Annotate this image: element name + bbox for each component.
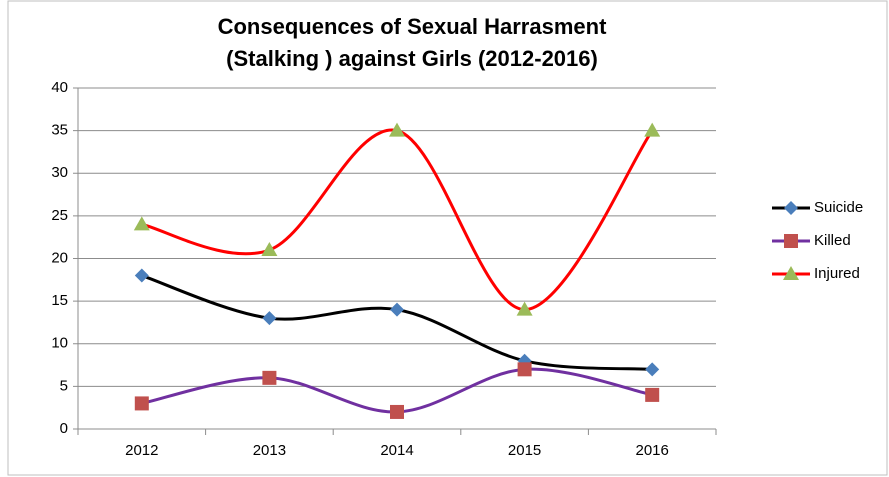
marker: [261, 241, 278, 256]
x-tick-label: 2013: [253, 442, 286, 459]
marker: [390, 404, 404, 419]
y-tick-label: 15: [51, 292, 68, 309]
series-line: [141, 128, 654, 312]
marker: [516, 301, 533, 316]
y-tick-label: 20: [51, 249, 68, 266]
y-tick-label: 35: [51, 122, 68, 139]
marker: [645, 362, 660, 377]
chart-title: Consequences of Sexual Harrasment: [218, 14, 607, 39]
legend-marker: [784, 201, 798, 215]
marker: [134, 268, 149, 283]
x-tick-label: 2015: [508, 442, 541, 459]
marker: [133, 216, 150, 231]
legend-label: Suicide: [814, 199, 863, 216]
marker: [262, 370, 277, 385]
legend-marker: [783, 266, 799, 280]
y-tick-label: 25: [51, 207, 68, 224]
marker: [517, 362, 532, 377]
x-tick-label: 2016: [636, 442, 669, 459]
y-tick-label: 30: [51, 164, 68, 181]
marker: [645, 387, 660, 402]
y-tick-label: 5: [60, 377, 68, 394]
y-tick-label: 0: [60, 420, 68, 437]
x-tick-label: 2014: [380, 442, 413, 459]
x-tick-label: 2012: [125, 442, 158, 459]
y-tick-label: 40: [51, 79, 68, 96]
marker: [644, 122, 661, 137]
legend-marker: [784, 234, 798, 248]
marker: [262, 311, 277, 326]
legend-label: Injured: [814, 265, 860, 282]
legend-label: Killed: [814, 232, 851, 249]
chart-title: (Stalking ) against Girls (2012-2016): [226, 46, 598, 71]
marker: [390, 302, 404, 317]
marker: [134, 396, 149, 411]
y-tick-label: 10: [51, 335, 68, 352]
marker: [389, 122, 405, 137]
